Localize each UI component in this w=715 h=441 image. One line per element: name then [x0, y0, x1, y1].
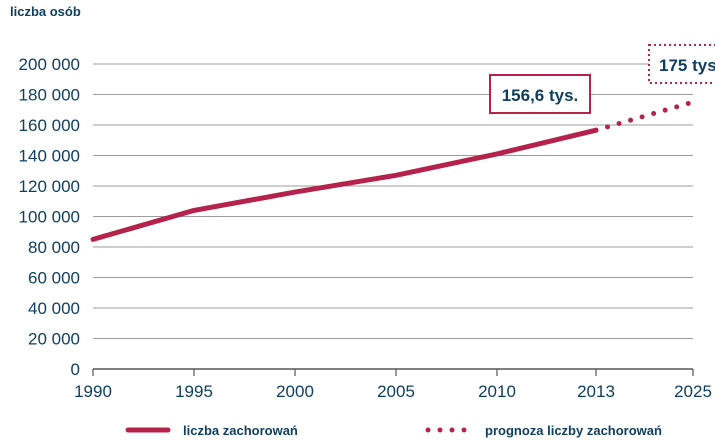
legend: liczba zachorowań prognoza liczby zachoro… [125, 423, 662, 438]
y-tick-label: 200 000 [19, 55, 80, 74]
y-tick-label: 160 000 [19, 116, 80, 135]
x-tick-label: 2025 [674, 382, 712, 401]
legend-label-forecast: prognoza liczby zachorowań [485, 423, 662, 438]
callout-label: 175 tys [659, 56, 715, 75]
callout-forecast: 175 tys [648, 44, 715, 84]
y-tick-label: 0 [71, 360, 80, 379]
y-tick-label: 60 000 [28, 269, 80, 288]
y-tick-label: 100 000 [19, 208, 80, 227]
y-tick-label: 140 000 [19, 147, 80, 166]
series-line-actual [90, 127, 599, 242]
x-tick-label: 1990 [74, 382, 112, 401]
x-tick-label: 1995 [175, 382, 213, 401]
y-axis-title: liczba osób [10, 4, 81, 19]
series-line-forecast [593, 99, 696, 133]
x-tick-label: 2000 [276, 382, 314, 401]
y-tick-label: 80 000 [28, 238, 80, 257]
y-tick-label: 20 000 [28, 330, 80, 349]
y-tick-label: 180 000 [19, 86, 80, 105]
legend-label-actual: liczba zachorowań [183, 423, 298, 438]
x-tick-label: 2010 [478, 382, 516, 401]
x-tick-label: 2005 [377, 382, 415, 401]
x-tick-label: 2013 [577, 382, 615, 401]
callout-actual: 156,6 tys. [489, 74, 591, 114]
y-tick-label: 120 000 [19, 177, 80, 196]
callout-box [648, 44, 715, 84]
callout-label: 156,6 tys. [502, 86, 579, 105]
callout-box [489, 74, 591, 114]
y-tick-label: 40 000 [28, 299, 80, 318]
